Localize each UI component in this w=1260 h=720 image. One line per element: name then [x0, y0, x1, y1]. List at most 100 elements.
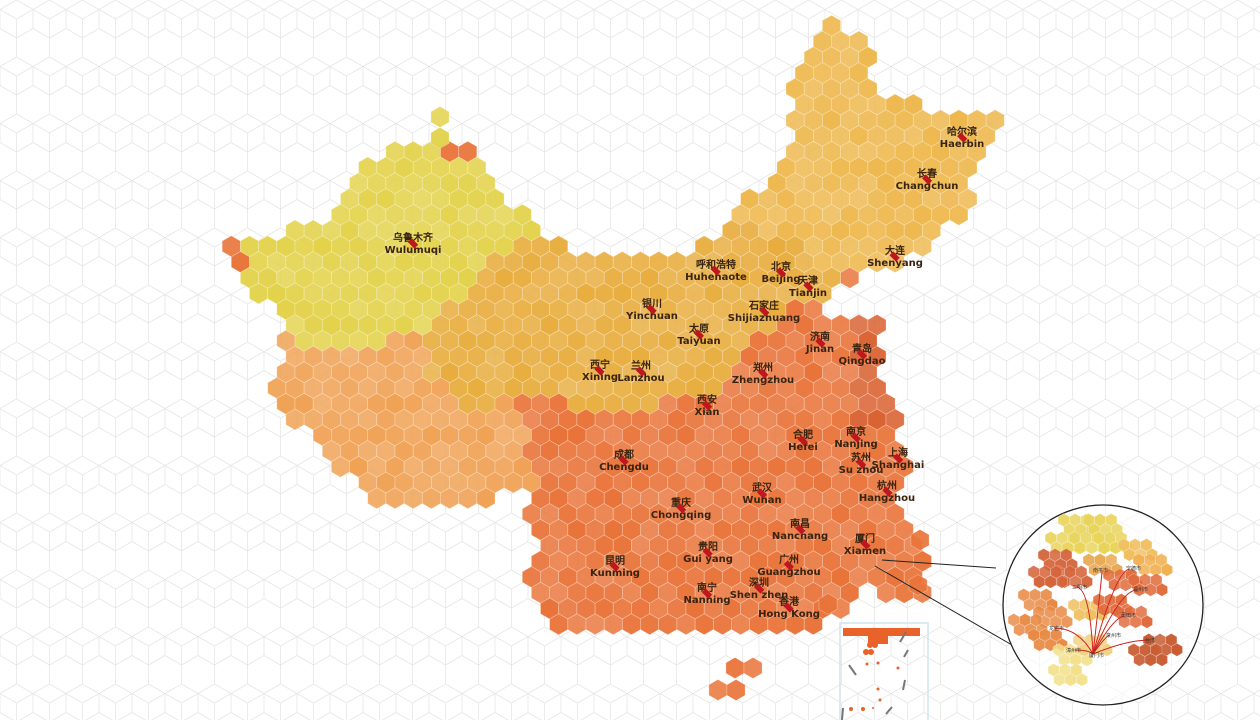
city-name-en: Taiyuan — [677, 336, 721, 347]
inset-hex-tile — [1060, 614, 1073, 629]
city-name-cn: 乌鲁木齐 — [392, 233, 433, 244]
city-name-en: Chengdu — [599, 462, 649, 473]
inset-city-label: 龙岩市 — [1049, 626, 1065, 632]
city-name-en: Chongqing — [650, 510, 712, 521]
inset-city-label: 泉州市 — [1106, 633, 1122, 639]
city-name-en: Hong Kong — [758, 609, 820, 620]
city-name-en: Xian — [694, 407, 720, 418]
city-name-en: Wulumuqi — [384, 245, 442, 256]
legend-bar — [868, 636, 888, 644]
hex-tile — [476, 487, 496, 510]
city-label: 南昌Nanchang — [772, 520, 828, 542]
city-name-en: Shenyang — [867, 258, 923, 269]
city-name-cn: 成都 — [613, 450, 634, 461]
inset-city-label: 莆田市 — [1121, 613, 1137, 619]
city-name-en: Beijing — [761, 274, 801, 285]
city-label: 杭州Hangzhou — [859, 482, 915, 504]
city-name-en: Changchun — [895, 181, 959, 192]
legend-dot — [872, 707, 874, 709]
city-label: 银川 Yinchuan — [626, 300, 678, 322]
city-name-cn: 武汉 — [751, 483, 772, 494]
city-name-en: Lanzhou — [617, 373, 665, 384]
city-name-en: Gui yang — [683, 554, 733, 565]
inset-hex-tile — [1080, 574, 1093, 589]
inset-city-label: 福州市 — [1133, 587, 1149, 593]
city-label: 南京 Nanjing — [834, 428, 877, 450]
hex-tile — [726, 679, 746, 701]
city-name-cn: 兰州 — [630, 361, 651, 372]
city-label: 深圳Shen zhen — [730, 579, 789, 601]
city-label: 乌鲁木齐 Wulumuqi — [385, 234, 442, 256]
city-label: 哈尔滨Haerbin — [940, 128, 985, 150]
city-name-cn: 西安 — [696, 395, 717, 406]
legend-dot — [849, 707, 853, 711]
legend-dot — [896, 666, 900, 670]
city-label: 北京 Beijing — [762, 263, 801, 285]
legend-dot — [872, 642, 878, 648]
flow-line — [1092, 570, 1103, 655]
inset-city-label: 南平市 — [1093, 568, 1109, 574]
city-label: 西宁 Xining — [582, 361, 618, 383]
city-label: 长春 Changchun — [896, 170, 959, 192]
city-label: 兰州 Lanzhou — [617, 362, 664, 384]
hex-tile — [908, 574, 928, 596]
city-name-cn: 西宁 — [590, 360, 610, 371]
city-name-en: Hangzhou — [858, 493, 916, 504]
city-name-en: Huhehaote — [685, 272, 747, 283]
city-label: 广州 Guangzhou — [757, 556, 820, 578]
hex-tile — [803, 613, 823, 636]
mini-legend-content — [841, 628, 920, 720]
inset-hex-tile — [1140, 614, 1153, 629]
legend-dot — [863, 649, 869, 655]
hex-tile — [430, 127, 450, 149]
city-label: 贵阳 Gui yang — [683, 543, 733, 565]
legend-dot — [876, 687, 880, 691]
legend-dash — [903, 649, 909, 658]
inset-city-label: 台湾 — [1145, 638, 1156, 644]
city-name-cn: 北京 — [771, 262, 791, 273]
hex-tile — [910, 529, 930, 551]
flow-line — [1074, 649, 1094, 655]
inset-hex-tile — [1155, 582, 1168, 597]
city-name-cn: 合肥 — [793, 430, 813, 441]
city-label: 香港 Hong Kong — [758, 598, 820, 620]
city-name-cn: 上海 — [888, 448, 908, 459]
city-name-cn: 苏州 — [850, 453, 871, 464]
hex-tile — [818, 593, 838, 615]
city-label: 昆明 Kunming — [590, 557, 640, 579]
hex-tile — [912, 235, 932, 258]
city-label: 厦门Xiamen — [844, 535, 886, 557]
city-name-en: Kunming — [590, 568, 640, 579]
city-label: 南宁 Nanning — [683, 584, 730, 606]
city-name-cn: 香港 — [779, 597, 799, 608]
flow-line — [1075, 586, 1094, 655]
inset-connector-lines — [874, 559, 1013, 646]
inset-hex-tile — [1055, 574, 1068, 589]
city-name-en: Yinchuan — [626, 311, 678, 322]
city-name-en: Jinan — [805, 344, 835, 355]
city-label: 成都 Chengdu — [599, 451, 649, 473]
inset-city-label: 厦门市 — [1089, 653, 1105, 659]
inset-city-label: 漳州市 — [1066, 648, 1082, 654]
city-label: 天津Tianjin — [789, 277, 827, 299]
inset-hex-tile — [1160, 562, 1173, 577]
city-name-en: Nanjing — [834, 439, 878, 450]
city-name-en: Shanghai — [871, 460, 925, 471]
legend-dot — [878, 698, 882, 702]
city-label: 呼和浩特 Huhehaote — [685, 261, 747, 283]
city-name-en: Tianjin — [788, 288, 828, 299]
inset-hex-tile — [1075, 672, 1088, 687]
flow-line — [1053, 627, 1094, 655]
city-name-cn: 南宁 — [697, 583, 717, 594]
mini-legend-box — [839, 622, 929, 720]
flow-line — [1092, 639, 1151, 655]
hex-tiles — [221, 14, 1005, 701]
fujian-inset-map — [1007, 513, 1183, 687]
city-name-cn: 太原 — [689, 324, 709, 335]
hex-tile — [743, 657, 763, 679]
legend-dot — [865, 662, 869, 666]
city-name-en: Guangzhou — [757, 567, 821, 578]
city-name-en: Haerbin — [939, 139, 985, 150]
